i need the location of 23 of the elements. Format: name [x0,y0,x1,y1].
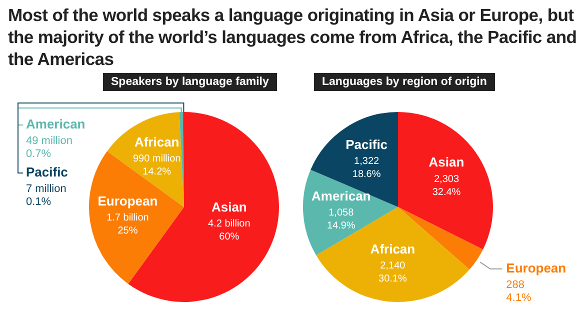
data-label: 990 million 14.2% [132,154,181,178]
slice-label: African [370,241,416,256]
chart-title: Speakers by language family [103,73,277,91]
slice-label: Pacific [346,137,388,152]
data-label: 49 million 0.7% [26,135,72,160]
data-label: 2,303 32.4% [432,174,461,198]
chart-subtitle: Most of the world speaks a language originating in Asia or Europe, but the majority of the world’s languages come from Africa, the Pacific and the Americas [8,4,578,70]
slice-label: Asian [428,154,464,170]
slice-label: European [98,193,158,208]
slice-label: American [311,188,371,204]
data-label: 288 4.1% [506,278,532,304]
data-label: 1.7 billion 25% [106,212,149,237]
data-label: 1,058 14.9% [326,207,356,232]
slice-label: American [26,116,86,132]
data-label: 2,140 30.1% [378,260,407,285]
data-label: 4.2 billion 60% [208,218,250,242]
data-label: 1,322 18.6% [352,156,381,180]
data-label: 7 million 0.1% [26,183,66,208]
slice-label: Pacific [26,164,68,180]
slice-label: African [134,134,180,150]
slice-label: European [506,260,566,276]
chart-title: Languages by region of origin [314,73,495,91]
slice-label: Asian [211,199,247,214]
